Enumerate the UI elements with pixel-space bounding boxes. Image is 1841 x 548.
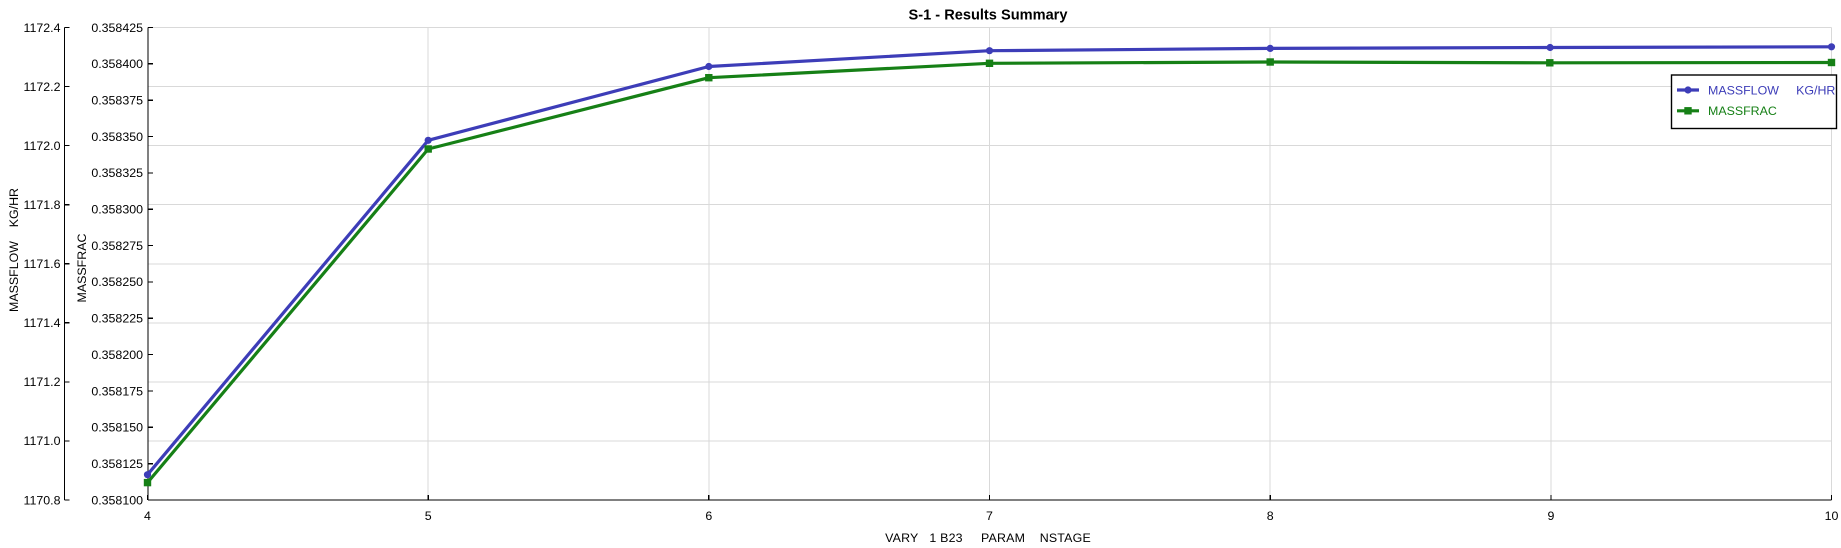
- svg-text:0.358325: 0.358325: [91, 166, 143, 180]
- svg-text:1171.4: 1171.4: [24, 316, 61, 330]
- svg-text:0.358175: 0.358175: [91, 384, 143, 398]
- svg-text:0.358400: 0.358400: [91, 57, 143, 71]
- svg-text:9: 9: [1547, 509, 1554, 523]
- svg-text:7: 7: [986, 509, 993, 523]
- svg-text:0.358350: 0.358350: [91, 130, 143, 144]
- svg-text:0.358275: 0.358275: [91, 239, 143, 253]
- svg-text:0.358425: 0.358425: [91, 21, 143, 35]
- svg-text:0.358125: 0.358125: [91, 457, 143, 471]
- svg-text:1172.2: 1172.2: [24, 80, 61, 94]
- svg-text:0.358200: 0.358200: [91, 348, 143, 362]
- svg-text:MASSFRAC: MASSFRAC: [1708, 104, 1777, 118]
- svg-text:0.358100: 0.358100: [91, 493, 143, 507]
- svg-text:0.358250: 0.358250: [91, 275, 143, 289]
- svg-text:0.358150: 0.358150: [91, 421, 143, 435]
- svg-text:S-1 - Results Summary: S-1 - Results Summary: [909, 8, 1069, 24]
- svg-text:8: 8: [1267, 509, 1274, 523]
- svg-text:0.358300: 0.358300: [91, 203, 143, 217]
- svg-text:0.358375: 0.358375: [91, 94, 143, 108]
- svg-text:1171.2: 1171.2: [24, 375, 61, 389]
- svg-text:1170.8: 1170.8: [24, 493, 61, 507]
- svg-text:1172.4: 1172.4: [24, 21, 61, 35]
- svg-text:10: 10: [1825, 509, 1839, 523]
- svg-text:1171.0: 1171.0: [24, 434, 61, 448]
- svg-text:MASSFLOW KG/HR: MASSFLOW KG/HR: [1708, 83, 1835, 97]
- svg-text:4: 4: [144, 509, 151, 523]
- svg-text:MASSFRAC: MASSFRAC: [75, 234, 89, 303]
- svg-text:6: 6: [705, 509, 712, 523]
- svg-text:5: 5: [425, 509, 432, 523]
- svg-text:1171.6: 1171.6: [24, 257, 61, 271]
- svg-text:0.358225: 0.358225: [91, 312, 143, 326]
- svg-text:VARY 1 B23 PARAM NSTA: VARY 1 B23 PARAM NSTAGE: [885, 531, 1091, 545]
- svg-text:1172.0: 1172.0: [24, 139, 61, 153]
- svg-text:1171.8: 1171.8: [24, 198, 61, 212]
- svg-text:MASSFLOW KG/HR: MASSFLOW KG/HR: [7, 188, 21, 312]
